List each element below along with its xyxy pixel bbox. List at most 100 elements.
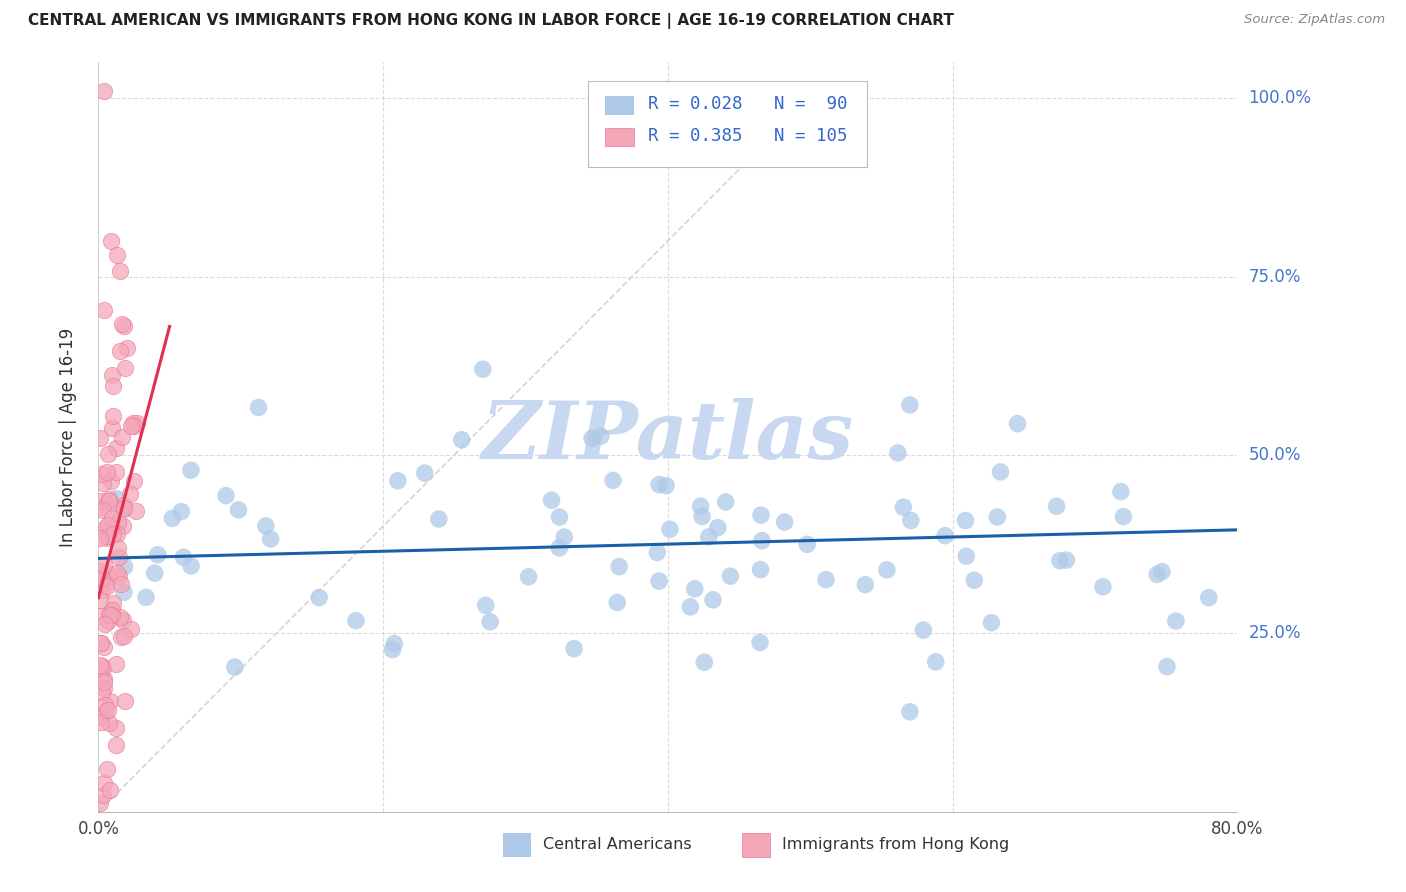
Point: [125, 504, 148, 518]
Point: [90, 500, 112, 515]
Point: [114, 361, 136, 376]
Point: [1198, 591, 1220, 605]
Point: [259, 532, 281, 546]
Point: [749, 635, 772, 649]
Point: [714, 495, 737, 509]
Point: [690, 509, 713, 524]
Point: [887, 446, 910, 460]
Point: [96, 579, 118, 593]
Point: [990, 465, 1012, 479]
Point: [90, 571, 112, 585]
Point: [683, 582, 706, 596]
Point: [876, 563, 898, 577]
Point: [517, 570, 540, 584]
Point: [96, 465, 118, 479]
Point: [602, 474, 624, 488]
Text: 25.0%: 25.0%: [1249, 624, 1301, 642]
Point: [89, 796, 111, 810]
Point: [98, 568, 121, 582]
Point: [697, 530, 720, 544]
Point: [90, 658, 112, 673]
FancyBboxPatch shape: [503, 833, 531, 856]
Point: [107, 515, 129, 529]
Point: [815, 573, 838, 587]
Point: [105, 465, 128, 479]
Point: [655, 478, 678, 492]
Point: [101, 607, 124, 622]
Point: [125, 417, 148, 431]
Point: [96, 531, 118, 545]
Point: [90, 715, 112, 730]
Point: [93, 84, 115, 98]
Text: 100.0%: 100.0%: [1249, 89, 1312, 107]
Point: [382, 637, 405, 651]
Point: [91, 788, 114, 802]
Point: [96, 762, 118, 776]
Point: [91, 661, 114, 675]
Point: [93, 640, 115, 655]
Point: [94, 575, 117, 590]
Point: [548, 510, 571, 524]
Point: [93, 476, 115, 491]
Point: [898, 705, 921, 719]
Point: [100, 510, 122, 524]
Point: [645, 545, 668, 559]
Point: [1091, 580, 1114, 594]
Point: [702, 592, 724, 607]
Point: [114, 559, 136, 574]
Point: [94, 705, 117, 719]
Point: [101, 421, 124, 435]
Point: [900, 514, 922, 528]
Point: [718, 569, 741, 583]
Point: [104, 501, 127, 516]
Point: [103, 526, 125, 541]
Text: 75.0%: 75.0%: [1249, 268, 1301, 285]
Point: [112, 613, 135, 627]
Point: [1045, 500, 1067, 514]
Point: [97, 518, 120, 533]
Point: [101, 603, 124, 617]
Point: [170, 504, 193, 518]
Point: [111, 504, 134, 518]
Point: [589, 429, 612, 443]
Point: [97, 715, 120, 730]
Point: [934, 529, 956, 543]
Point: [689, 499, 711, 513]
Point: [107, 541, 129, 555]
Point: [925, 655, 948, 669]
Point: [1007, 417, 1029, 431]
Point: [115, 341, 138, 355]
Point: [749, 508, 772, 522]
Text: Source: ZipAtlas.com: Source: ZipAtlas.com: [1244, 13, 1385, 27]
Point: [111, 519, 134, 533]
Point: [387, 474, 409, 488]
Point: [105, 248, 128, 262]
Point: [648, 574, 671, 588]
Point: [122, 419, 145, 434]
Point: [93, 681, 115, 695]
Point: [94, 520, 117, 534]
Point: [112, 585, 135, 599]
Point: [105, 491, 128, 506]
Point: [94, 698, 117, 712]
Point: [955, 549, 977, 564]
Point: [658, 522, 681, 536]
Point: [474, 599, 496, 613]
Text: R = 0.028   N =  90: R = 0.028 N = 90: [648, 95, 848, 113]
Point: [471, 362, 494, 376]
Point: [89, 531, 111, 545]
Point: [104, 442, 127, 456]
Text: ZIPatlas: ZIPatlas: [482, 399, 853, 475]
Point: [135, 591, 157, 605]
Point: [108, 550, 131, 565]
Point: [93, 303, 115, 318]
Point: [114, 694, 136, 708]
Point: [796, 537, 818, 551]
Point: [91, 467, 114, 481]
Point: [162, 511, 184, 525]
Point: [912, 623, 935, 637]
Y-axis label: In Labor Force | Age 16-19: In Labor Force | Age 16-19: [59, 327, 77, 547]
Point: [413, 466, 436, 480]
Point: [111, 430, 134, 444]
Point: [97, 703, 120, 717]
